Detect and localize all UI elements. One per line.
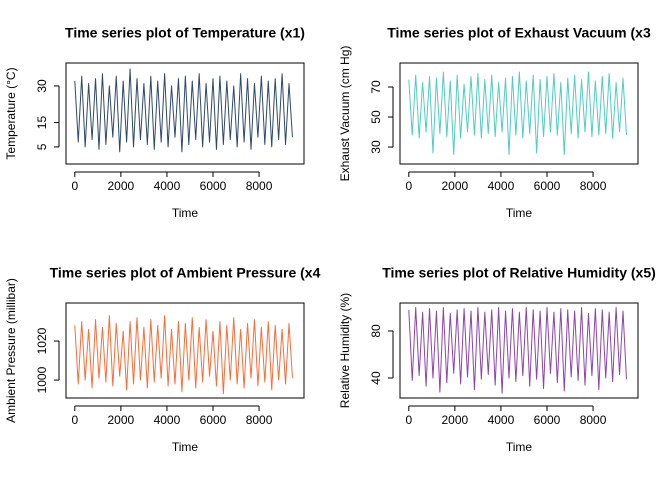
series-line xyxy=(74,315,293,395)
y-tick-label: 30 xyxy=(35,79,49,93)
y-tick-label: 80 xyxy=(369,324,383,338)
plot-frame xyxy=(65,302,305,399)
chart-title: Time series plot of Exhaust Vacuum (x3 xyxy=(387,25,651,41)
panel: Time series plot of Exhaust Vacuum (x3 0 2… xyxy=(338,25,651,220)
x-tick-label: 6000 xyxy=(534,179,561,193)
x-axis-title: Time xyxy=(172,440,199,454)
x-tick-label: 6000 xyxy=(534,413,561,427)
y-tick-label: 1020 xyxy=(35,327,49,354)
y-axis-title: Temperature (°C) xyxy=(4,67,18,159)
series-line xyxy=(408,306,627,394)
x-tick-label: 0 xyxy=(405,179,412,193)
x-tick-label: 2000 xyxy=(442,179,469,193)
x-tick-label: 0 xyxy=(71,413,78,427)
x-tick-label: 2000 xyxy=(442,413,469,427)
y-axis-title: Exhaust Vacuum (cm Hg) xyxy=(338,46,352,182)
y-tick-label: 15 xyxy=(35,116,49,130)
y-tick-label: 70 xyxy=(369,80,383,94)
x-tick-label: 4000 xyxy=(154,413,181,427)
x-axis-title: Time xyxy=(506,206,533,220)
plot-frame xyxy=(399,62,639,165)
x-tick-label: 6000 xyxy=(200,179,227,193)
chart-title: Time series plot of Relative Humidity (x… xyxy=(382,265,656,281)
plot-frame xyxy=(399,302,639,399)
plot-frame xyxy=(65,62,305,165)
y-axis-title: Ambient Pressure (millibar) xyxy=(4,278,18,423)
y-tick-label: 30 xyxy=(369,140,383,154)
panel: Time series plot of Temperature (x1) 0 200… xyxy=(4,25,305,220)
panel: Time series plot of Relative Humidity (x… xyxy=(338,265,656,454)
x-tick-label: 6000 xyxy=(200,413,227,427)
y-tick-label: 5 xyxy=(35,143,49,150)
x-tick-label: 8000 xyxy=(580,413,607,427)
x-tick-label: 8000 xyxy=(246,413,273,427)
x-tick-label: 2000 xyxy=(108,179,135,193)
panel: Time series plot of Ambient Pressure (x4… xyxy=(4,265,320,454)
x-tick-label: 0 xyxy=(405,413,412,427)
chart-title: Time series plot of Temperature (x1) xyxy=(65,25,305,41)
chart-title: Time series plot of Ambient Pressure (x4 xyxy=(50,265,321,281)
x-tick-label: 0 xyxy=(71,179,78,193)
x-tick-label: 2000 xyxy=(108,413,135,427)
y-axis-title: Relative Humidity (%) xyxy=(338,293,352,408)
series-line xyxy=(74,68,293,153)
y-tick-label: 1000 xyxy=(35,366,49,393)
series-line xyxy=(408,71,627,156)
y-tick-label: 50 xyxy=(369,110,383,124)
x-tick-label: 8000 xyxy=(580,179,607,193)
x-axis-title: Time xyxy=(172,206,199,220)
x-tick-label: 4000 xyxy=(154,179,181,193)
x-tick-label: 4000 xyxy=(488,413,515,427)
x-tick-label: 4000 xyxy=(488,179,515,193)
x-axis-title: Time xyxy=(506,440,533,454)
y-tick-label: 40 xyxy=(369,371,383,385)
x-tick-label: 8000 xyxy=(246,179,273,193)
